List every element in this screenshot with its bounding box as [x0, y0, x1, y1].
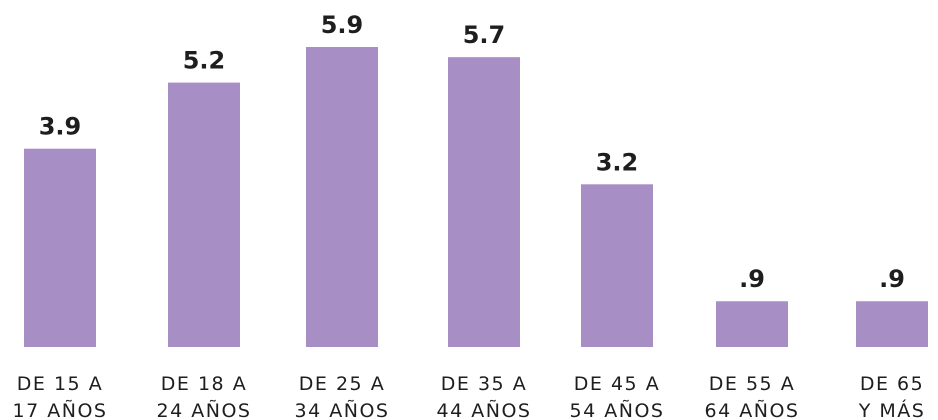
x-tick-label: 17 AÑOS	[13, 399, 108, 420]
value-label: 3.2	[596, 148, 639, 176]
bar	[168, 82, 240, 347]
value-label: 3.9	[39, 113, 82, 141]
x-tick-label: 54 AÑOS	[570, 399, 665, 420]
bar	[856, 301, 928, 347]
x-tick-label: 34 AÑOS	[295, 399, 390, 420]
bar	[716, 301, 788, 347]
x-tick-label: DE 45 A	[574, 373, 660, 395]
x-tick-label: Y MÁS	[858, 399, 926, 420]
value-label: .9	[739, 265, 765, 293]
bar	[306, 47, 378, 347]
value-label: 5.9	[321, 11, 364, 39]
x-tick-label: 64 AÑOS	[705, 399, 800, 420]
value-label: .9	[879, 265, 905, 293]
bar	[448, 57, 520, 347]
bar	[24, 148, 96, 347]
x-tick-label: DE 55 A	[709, 373, 795, 395]
bar	[581, 184, 653, 347]
x-tick-label: DE 25 A	[299, 373, 385, 395]
x-tick-label: DE 15 A	[17, 373, 103, 395]
x-tick-label: 44 AÑOS	[437, 399, 532, 420]
x-tick-label: DE 35 A	[441, 373, 527, 395]
value-label: 5.2	[183, 47, 226, 75]
x-tick-label: DE 65	[860, 373, 924, 395]
x-tick-label: 24 AÑOS	[157, 399, 252, 420]
x-tick-label: DE 18 A	[161, 373, 247, 395]
value-label: 5.7	[463, 21, 506, 49]
